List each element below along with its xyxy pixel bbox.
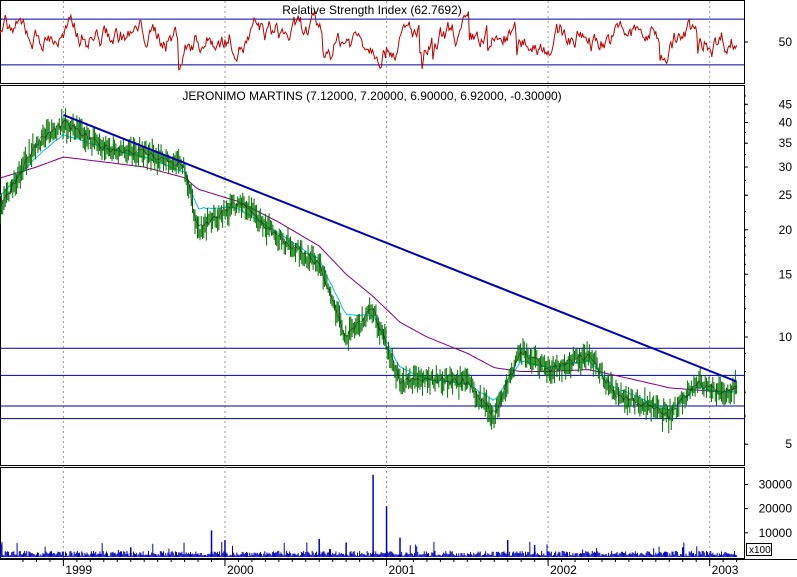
x-tick-label: 2001: [389, 563, 416, 577]
volume-unit-label: x100: [749, 545, 771, 556]
price-y-tick-label: 45: [779, 97, 793, 111]
price-panel-frame: [0, 85, 745, 466]
rsi-layer: [0, 9, 744, 71]
price-title: JERONIMO MARTINS (7.12000, 7.20000, 6.90…: [182, 89, 561, 103]
volume-unit-box: [746, 543, 772, 556]
x-tick-label: 2000: [227, 563, 254, 577]
downtrend-line: [63, 114, 737, 383]
price-y-tick-label: 20: [779, 223, 793, 237]
axis-layer: 50 45 40 35 30 25 20 15 10 5 30000 20000 10000 1999 20…: [22, 35, 793, 577]
rsi-y-tick-label: 50: [779, 35, 793, 49]
price-y-tick-label: 40: [779, 116, 793, 130]
volume-y-tick-label: 20000: [759, 502, 793, 516]
rsi-panel-frame: [0, 0, 745, 84]
x-tick-label: 2003: [712, 563, 739, 577]
volume-y-tick-label: 10000: [759, 526, 793, 540]
price-y-tick-label: 30: [779, 160, 793, 174]
price-y-tick-label: 5: [785, 437, 792, 451]
price-y-tick-label: 25: [779, 188, 793, 202]
price-layer: [0, 108, 744, 434]
price-y-tick-label: 35: [779, 136, 793, 150]
x-tick-label: 1999: [65, 563, 92, 577]
close-price-line: [0, 119, 737, 420]
rsi-title: Relative Strength Index (62.7692): [282, 3, 461, 17]
rsi-line: [0, 9, 738, 71]
x-tick-label: 2002: [550, 563, 577, 577]
price-y-tick-label: 15: [779, 267, 793, 281]
volume-layer: [0, 474, 738, 557]
price-y-tick-label: 10: [779, 330, 793, 344]
volume-y-tick-label: 30000: [759, 478, 793, 492]
